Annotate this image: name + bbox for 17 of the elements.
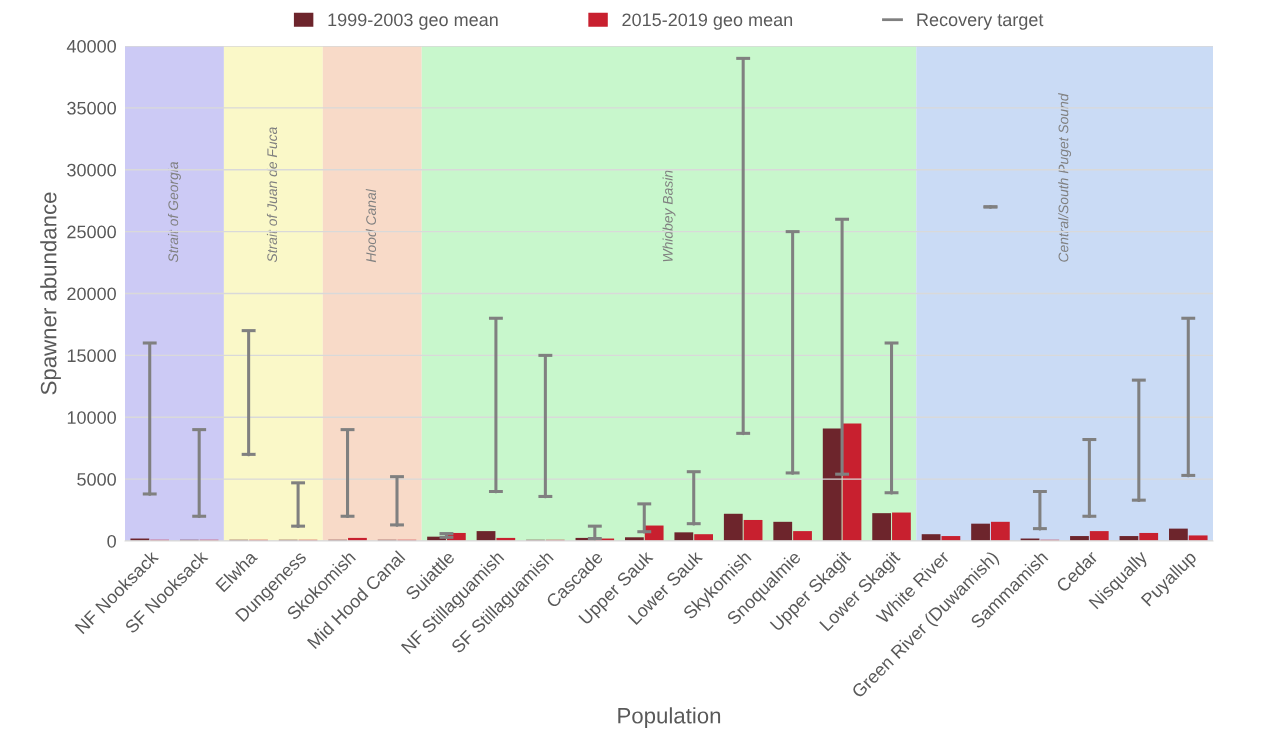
y-tick-label: 30000 <box>67 163 116 177</box>
legend-label: Recovery target <box>917 13 1044 30</box>
legend-label: 2015-2019 geo mean <box>622 13 793 30</box>
y-tick-label: 25000 <box>67 225 116 239</box>
y-tick-label: 0 <box>107 534 116 548</box>
y-tick-label: 40000 <box>66 39 116 53</box>
y-tick-label: 35000 <box>67 101 116 115</box>
legend-label: 1999-2003 geo mean <box>328 13 498 30</box>
y-tick-label: 5000 <box>77 473 116 486</box>
y-tick-label: 10000 <box>67 411 116 424</box>
band-label: Whidbey Basin <box>662 170 676 262</box>
y-tick-label: 15000 <box>67 349 116 363</box>
y-tick-label: 20000 <box>67 287 116 301</box>
band-label: Central/South Puget Sound <box>1058 93 1072 262</box>
band-label: Strait of Georgia <box>167 161 181 263</box>
y-axis-title: Spawner abundance <box>40 192 61 395</box>
x-axis-title: Population <box>618 707 721 728</box>
